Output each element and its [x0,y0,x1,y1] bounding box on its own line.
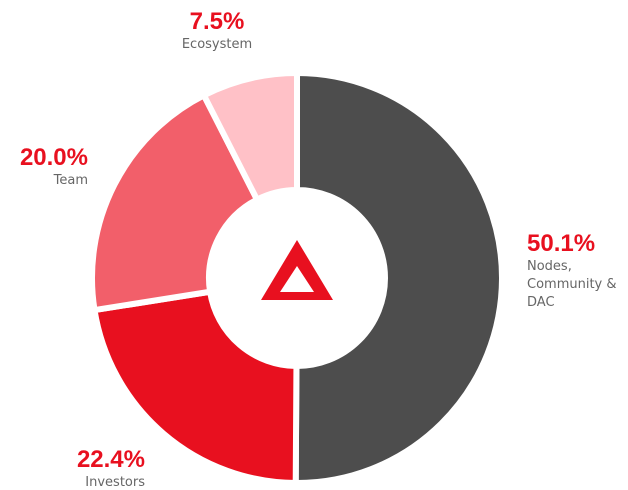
category-label: Ecosystem [181,37,253,52]
slice-label: 50.1% Nodes, Community & DAC [527,230,627,312]
slice [200,70,300,203]
slice [89,92,261,314]
slice-label: 22.4% Investors [40,446,145,490]
slice-label: 7.5% Ecosystem [157,8,277,54]
value-label: 22.4% [76,446,145,473]
value-label: 20.0% [19,144,88,171]
category-label: Nodes, Community & DAC [527,259,617,310]
value-label: 7.5% [189,8,245,35]
slice [292,70,505,486]
slices [89,70,505,486]
logo [261,240,333,300]
category-label: Team [53,173,88,188]
value-label: 50.1% [527,230,596,257]
slice [91,288,300,486]
slice-label: 20.0% Team [0,144,88,190]
category-label: Investors [85,475,145,490]
